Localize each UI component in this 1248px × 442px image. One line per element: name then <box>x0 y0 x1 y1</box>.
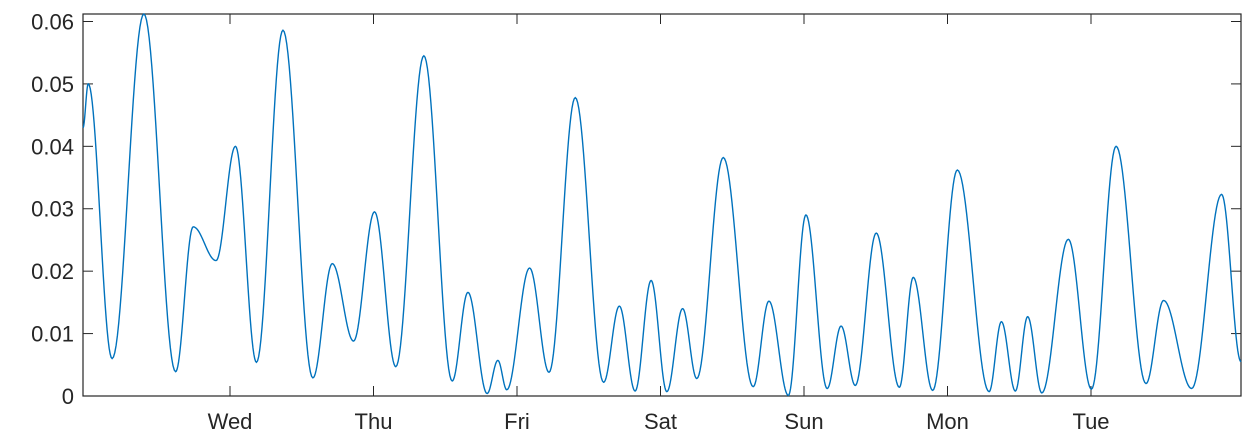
series-line <box>82 12 1242 397</box>
x-tick-label: Mon <box>926 409 969 434</box>
x-tick-label: Tue <box>1072 409 1109 434</box>
y-tick-label: 0.04 <box>31 134 74 159</box>
x-tick-label: Wed <box>208 409 253 434</box>
axes-box <box>82 13 1242 397</box>
x-tick-label: Sat <box>644 409 677 434</box>
x-tick-label: Fri <box>504 409 530 434</box>
x-tick-label: Sun <box>784 409 823 434</box>
y-axis: 0 0.01 0.02 0.03 0.04 0.05 0.06 <box>31 9 1241 409</box>
y-tick-label: 0.01 <box>31 322 74 347</box>
y-tick-label: 0.03 <box>31 197 74 222</box>
x-axis: Wed Thu Fri Sat Sun Mon Tue <box>208 14 1110 434</box>
y-tick-label: 0.06 <box>31 9 74 34</box>
x-tick-label: Thu <box>355 409 393 434</box>
y-tick-label: 0.05 <box>31 72 74 97</box>
y-tick-label: 0.02 <box>31 259 74 284</box>
y-tick-label: 0 <box>62 384 74 409</box>
plot-area: 0 0.01 0.02 0.03 0.04 0.05 0.06 Wed Thu Fri Sat Su… <box>31 9 1242 434</box>
